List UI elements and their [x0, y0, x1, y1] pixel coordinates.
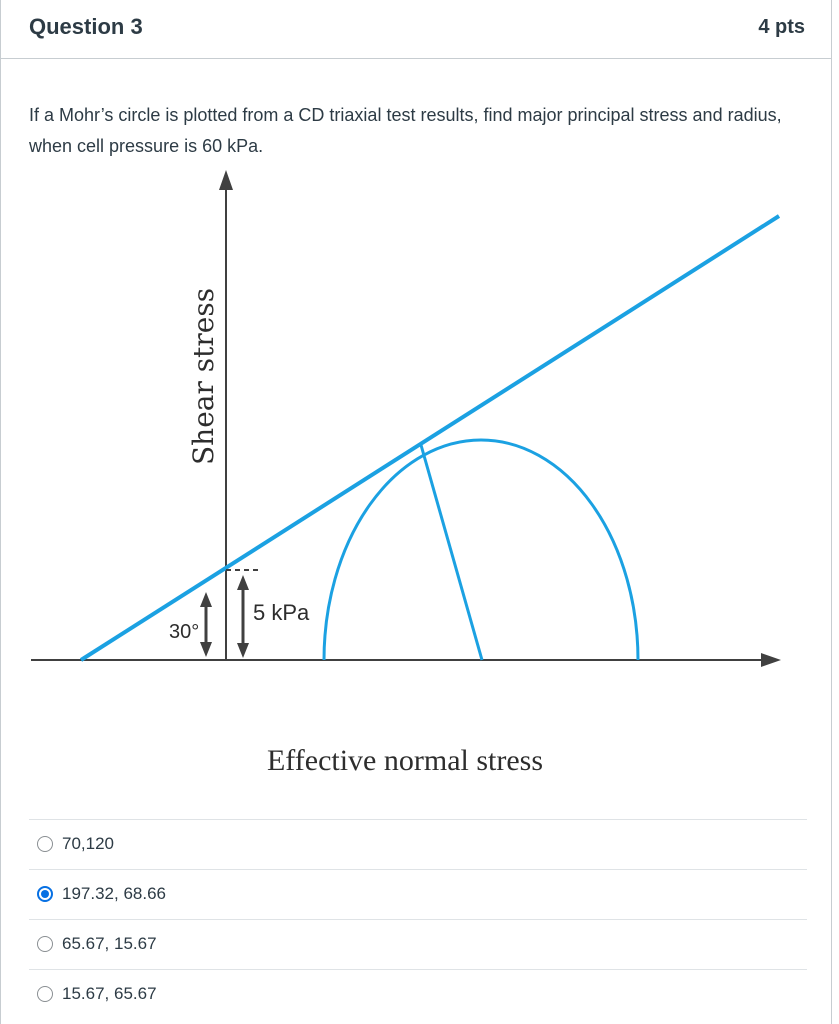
question-header: Question 3 4 pts — [1, 0, 831, 59]
cohesion-arrow-up-icon — [237, 575, 249, 590]
radio-button[interactable] — [37, 986, 53, 1002]
cohesion-label: 5 kPa — [253, 600, 310, 625]
question-points: 4 pts — [758, 16, 805, 38]
mohr-circle — [322, 438, 640, 661]
radius-line — [419, 444, 484, 661]
question-text: If a Mohr’s circle is plotted from a CD … — [29, 105, 782, 156]
radio-button-selected[interactable] — [37, 886, 53, 902]
radio-button[interactable] — [37, 836, 53, 852]
angle-arrow-up-icon — [200, 592, 212, 607]
angle-label: 30° — [169, 621, 199, 643]
answer-option-3[interactable]: 65.67, 15.67 — [29, 919, 807, 969]
answer-list: 70,120 197.32, 68.66 65.67, 15.67 15.67,… — [29, 819, 807, 1019]
mohr-circle-diagram: 5 kPa 30° Shear stress Effective normal … — [31, 170, 781, 777]
y-axis-label: Shear stress — [187, 288, 220, 465]
x-axis-arrow-icon — [761, 653, 781, 667]
answer-option-4[interactable]: 15.67, 65.67 — [29, 969, 807, 1019]
answer-option-1[interactable]: 70,120 — [29, 819, 807, 869]
answer-label: 70,120 — [62, 834, 114, 853]
answer-option-2[interactable]: 197.32, 68.66 — [29, 869, 807, 919]
question-title: Question 3 — [29, 14, 143, 39]
angle-arrow-down-icon — [200, 642, 212, 657]
answer-label: 15.67, 65.67 — [62, 984, 157, 1003]
answer-label: 65.67, 15.67 — [62, 934, 157, 953]
answer-label: 197.32, 68.66 — [62, 884, 166, 903]
y-axis-arrow-icon — [219, 170, 233, 190]
x-axis-label: Effective normal stress — [267, 744, 543, 777]
radio-button[interactable] — [37, 936, 53, 952]
cohesion-arrow-down-icon — [237, 643, 249, 658]
failure-envelope — [79, 214, 781, 662]
